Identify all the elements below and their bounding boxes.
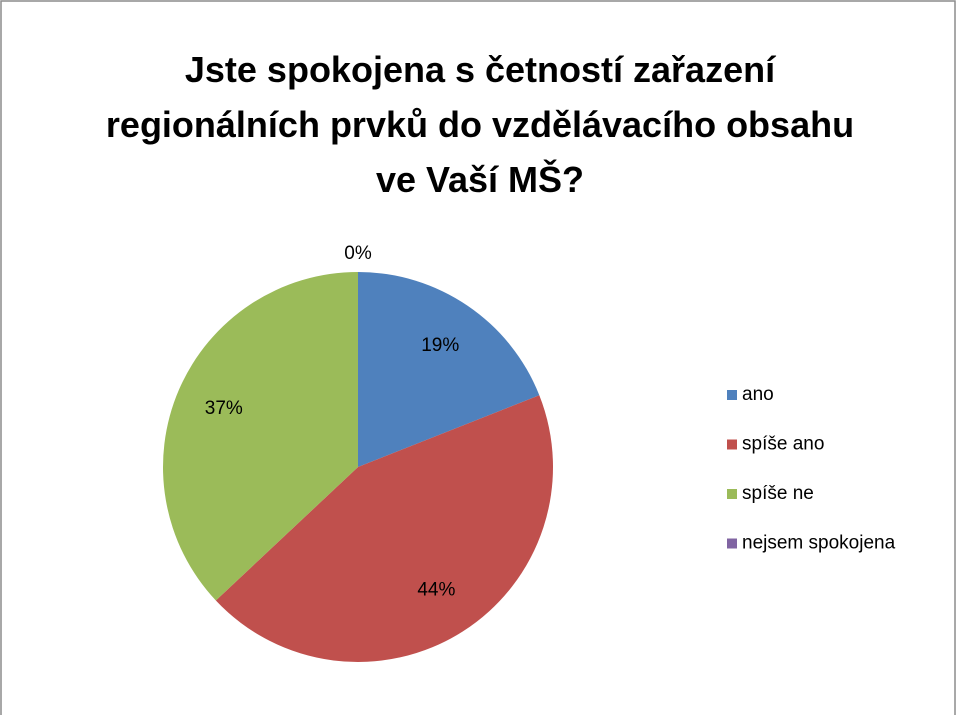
legend-label: spíše ano	[742, 434, 824, 455]
legend-label: spíše ne	[742, 483, 814, 504]
data-label: 0%	[344, 243, 372, 264]
legend-swatch	[727, 538, 737, 549]
data-label: 44%	[417, 579, 455, 600]
pie-slice	[358, 272, 540, 467]
legend-swatch	[727, 390, 737, 400]
legend-swatch	[727, 489, 737, 499]
data-label: 19%	[421, 335, 459, 356]
pie-slice	[215, 395, 553, 663]
data-label: 37%	[205, 398, 243, 419]
chart-title: Jste spokojena s četností zařazení regio…	[105, 49, 855, 200]
legend-label: ano	[742, 384, 774, 405]
legend-swatch	[727, 439, 737, 450]
pie-slice	[162, 272, 358, 601]
legend-label: nejsem spokojena	[742, 533, 896, 554]
